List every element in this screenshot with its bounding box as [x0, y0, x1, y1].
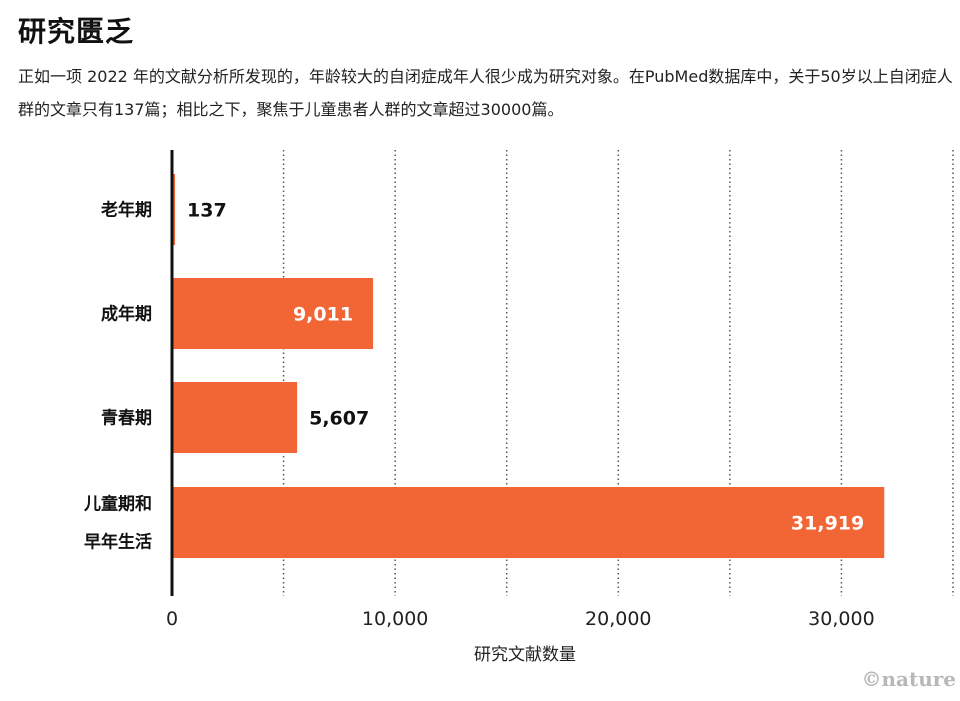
category-label-2: 青春期	[101, 408, 152, 429]
x-tick-label-3: 30,000	[808, 608, 874, 630]
x-tick-label-2: 20,000	[585, 608, 651, 630]
bar-1	[172, 278, 374, 349]
category-label-0: 老年期	[100, 200, 152, 221]
data-label-0: 137	[187, 200, 227, 222]
data-label-2: 5,607	[309, 408, 369, 430]
bar-3	[172, 487, 885, 558]
data-label-3: 31,919	[791, 513, 864, 535]
category-label-3-0: 儿童期和	[83, 494, 152, 515]
data-label-1: 9,011	[293, 304, 353, 326]
chart-title: 研究匮乏	[18, 15, 135, 48]
nature-credit-logo: ©nature	[861, 667, 956, 691]
category-label-3-1: 早年生活	[84, 532, 152, 553]
x-tick-label-0: 0	[166, 608, 178, 630]
x-tick-label-1: 10,000	[362, 608, 428, 630]
bar-0	[172, 174, 176, 245]
x-axis-title: 研究文献数量	[474, 645, 576, 665]
category-label-1: 成年期	[101, 304, 152, 325]
bar-2	[172, 382, 298, 453]
chart-subtitle: 正如一项 2022 年的文献分析所发现的，年龄较大的自闭症成年人很少成为研究对象…	[18, 67, 953, 119]
